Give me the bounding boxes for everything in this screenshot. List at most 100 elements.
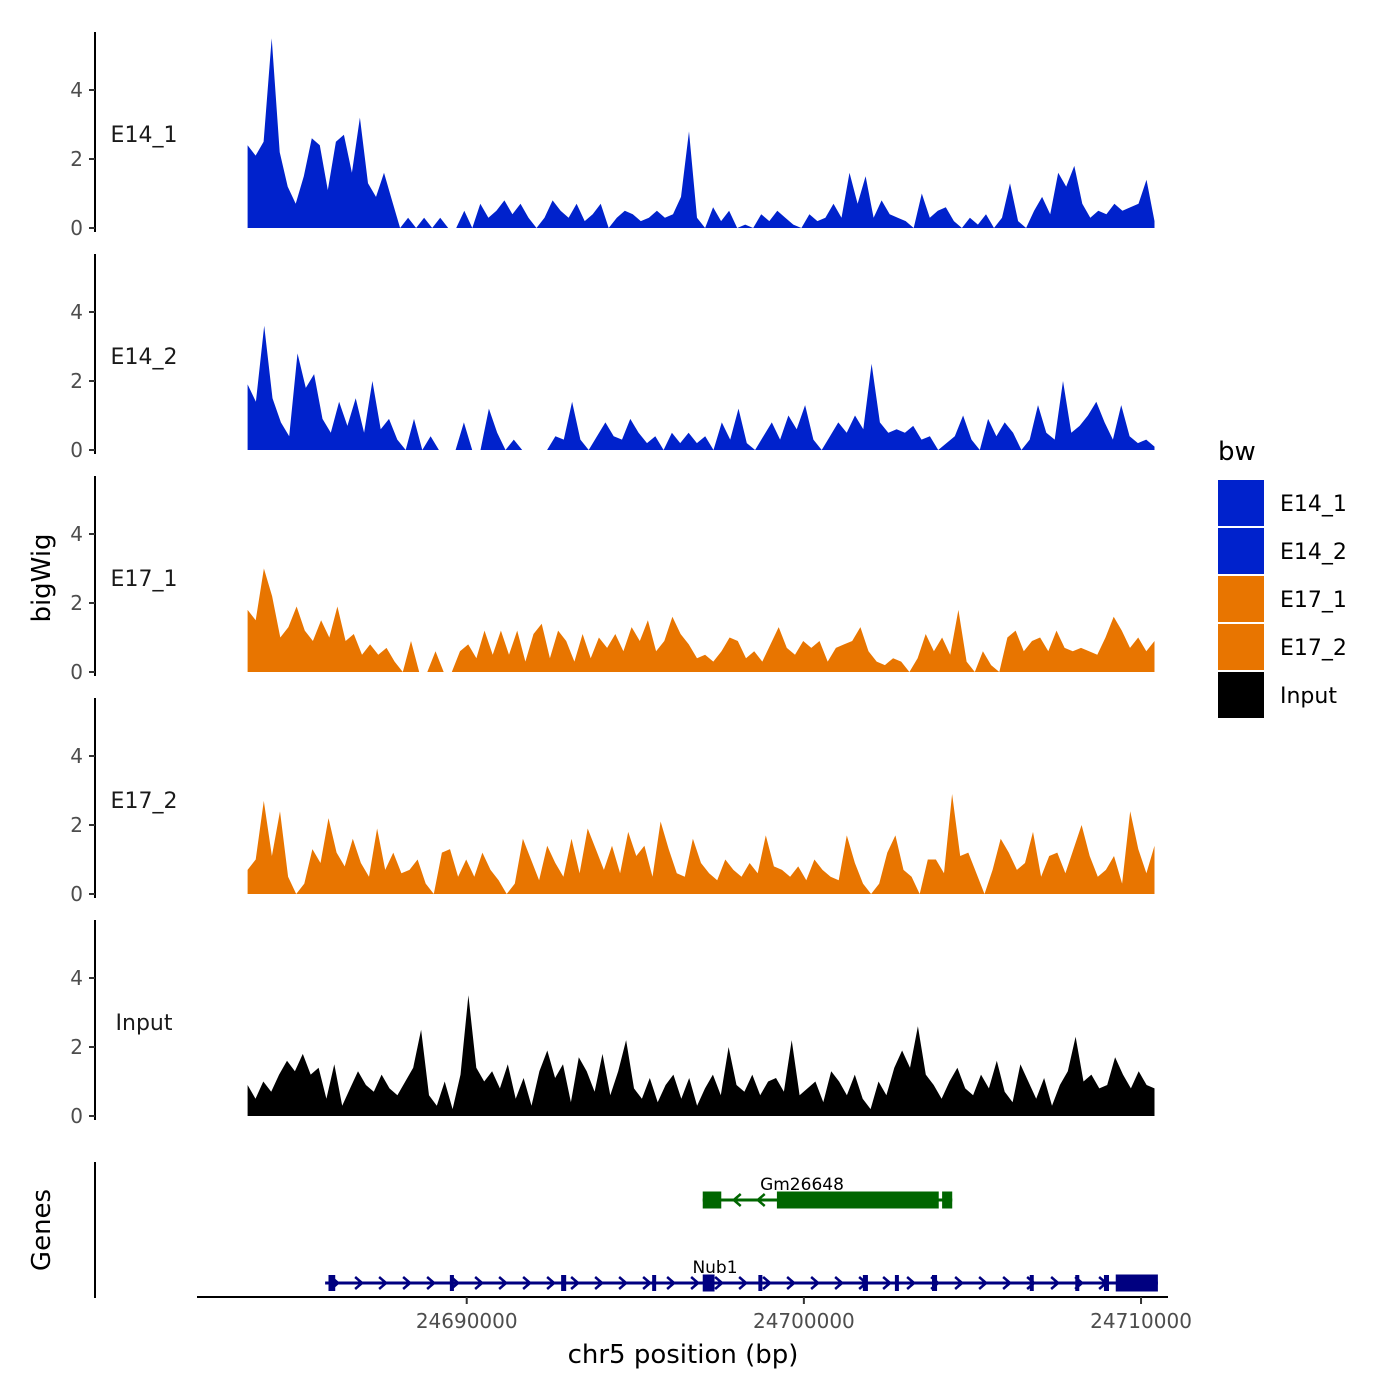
legend-label: E14_1 bbox=[1280, 492, 1347, 517]
strand-arrow bbox=[426, 1276, 437, 1290]
strand-arrow bbox=[1002, 1276, 1013, 1290]
strand-arrow bbox=[594, 1276, 605, 1290]
y-axis-title: bigWig bbox=[27, 533, 57, 622]
tracks-layer: 0 2 4 E14_1 0 2 4 E14_2 0 2 4 E17_1 0 2 4 E17_2 0 2 4 Input bbox=[70, 32, 1155, 1128]
legend-title: bw bbox=[1218, 437, 1256, 467]
track-label: Input bbox=[116, 1011, 173, 1036]
strand-arrow bbox=[755, 1193, 766, 1207]
gene-exon bbox=[702, 1274, 715, 1292]
legend-label: Input bbox=[1280, 684, 1337, 709]
track-area-E14_1 bbox=[247, 38, 1155, 228]
track-E14_1: 0 2 4 E14_1 bbox=[70, 32, 1155, 240]
x-axis: 24690000 24700000 24710000 bbox=[197, 1296, 1192, 1333]
y-tick-label: 4 bbox=[70, 522, 83, 546]
strand-arrow bbox=[666, 1276, 677, 1290]
strand-arrow bbox=[810, 1276, 821, 1290]
track-label: E14_1 bbox=[111, 123, 178, 148]
gene-exon bbox=[561, 1275, 567, 1291]
track-E17_2: 0 2 4 E17_2 bbox=[70, 698, 1155, 906]
gene-exon bbox=[702, 1191, 722, 1209]
strand-arrow bbox=[402, 1276, 413, 1290]
strand-arrow bbox=[522, 1276, 533, 1290]
track-area-Input bbox=[247, 995, 1155, 1116]
legend: bw E14_1 E14_2 E17_1 E17_2 Input bbox=[1218, 437, 1347, 718]
gene-exon bbox=[942, 1191, 953, 1209]
track-area-E14_2 bbox=[247, 325, 1155, 450]
strand-arrow bbox=[570, 1276, 581, 1290]
gene-exon bbox=[328, 1275, 336, 1291]
gene-exon bbox=[931, 1275, 938, 1291]
track-label: E17_1 bbox=[111, 567, 178, 592]
track-label: E17_2 bbox=[111, 789, 178, 814]
strand-arrow bbox=[690, 1276, 701, 1290]
legend-swatch bbox=[1218, 528, 1264, 574]
track-area-E17_2 bbox=[247, 794, 1155, 894]
gene-exon bbox=[894, 1275, 899, 1291]
legend-swatch bbox=[1218, 576, 1264, 622]
gene-exon bbox=[652, 1275, 657, 1291]
track-label: E14_2 bbox=[111, 345, 178, 370]
y-tick-label: 2 bbox=[70, 813, 83, 837]
gene-exon bbox=[1115, 1274, 1158, 1292]
gene-Gm26648: Gm26648 bbox=[702, 1175, 953, 1209]
y-tick-label: 2 bbox=[70, 369, 83, 393]
y-tick-label: 0 bbox=[70, 660, 83, 684]
track-area-E17_1 bbox=[247, 568, 1155, 672]
gene-exon bbox=[776, 1191, 939, 1209]
track-E14_2: 0 2 4 E14_2 bbox=[70, 254, 1155, 462]
gene-exon bbox=[1029, 1275, 1034, 1291]
strand-arrow bbox=[978, 1276, 989, 1290]
strand-arrow bbox=[738, 1276, 749, 1290]
strand-arrow bbox=[378, 1276, 389, 1290]
track-E17_1: 0 2 4 E17_1 bbox=[70, 476, 1155, 684]
legend-label: E17_1 bbox=[1280, 588, 1347, 613]
gene-exon bbox=[1103, 1275, 1109, 1291]
gene-exon bbox=[1075, 1275, 1080, 1291]
gene-Nub1: Nub1 bbox=[325, 1258, 1158, 1292]
genes-axis-title: Genes bbox=[27, 1189, 57, 1271]
legend-swatch bbox=[1218, 672, 1264, 718]
y-tick-label: 0 bbox=[70, 438, 83, 462]
x-tick-label: 24700000 bbox=[753, 1309, 855, 1333]
strand-arrow bbox=[498, 1276, 509, 1290]
y-tick-label: 4 bbox=[70, 744, 83, 768]
gene-label: Nub1 bbox=[692, 1258, 737, 1278]
strand-arrow bbox=[474, 1276, 485, 1290]
track-Input: 0 2 4 Input bbox=[70, 920, 1155, 1128]
y-tick-label: 4 bbox=[70, 300, 83, 324]
strand-arrow bbox=[714, 1276, 725, 1290]
gene-label: Gm26648 bbox=[760, 1175, 844, 1195]
strand-arrow bbox=[731, 1193, 742, 1207]
gene-exon bbox=[862, 1275, 868, 1291]
strand-arrow bbox=[762, 1276, 773, 1290]
x-tick-label: 24710000 bbox=[1090, 1309, 1192, 1333]
strand-arrow bbox=[642, 1276, 653, 1290]
strand-arrow bbox=[1026, 1276, 1037, 1290]
genes-layer: Gm26648 Nub1 bbox=[94, 1162, 1158, 1298]
strand-arrow bbox=[354, 1276, 365, 1290]
gene-exon bbox=[758, 1275, 763, 1291]
strand-arrow bbox=[834, 1276, 845, 1290]
y-tick-label: 4 bbox=[70, 966, 83, 990]
gene-exon bbox=[449, 1275, 454, 1291]
strand-arrow bbox=[618, 1276, 629, 1290]
y-tick-label: 2 bbox=[70, 591, 83, 615]
legend-swatch bbox=[1218, 480, 1264, 526]
strand-arrow bbox=[1050, 1276, 1061, 1290]
y-tick-label: 2 bbox=[70, 147, 83, 171]
legend-label: E17_2 bbox=[1280, 636, 1347, 661]
y-tick-label: 0 bbox=[70, 216, 83, 240]
x-tick-label: 24690000 bbox=[416, 1309, 518, 1333]
legend-label: E14_2 bbox=[1280, 540, 1347, 565]
strand-arrow bbox=[786, 1276, 797, 1290]
strand-arrow bbox=[906, 1276, 917, 1290]
strand-arrow bbox=[882, 1276, 893, 1290]
y-tick-label: 0 bbox=[70, 882, 83, 906]
x-axis-title: chr5 position (bp) bbox=[568, 1340, 799, 1370]
legend-swatch bbox=[1218, 624, 1264, 670]
y-tick-label: 0 bbox=[70, 1104, 83, 1128]
y-tick-label: 2 bbox=[70, 1035, 83, 1059]
y-tick-label: 4 bbox=[70, 78, 83, 102]
strand-arrow bbox=[546, 1276, 557, 1290]
